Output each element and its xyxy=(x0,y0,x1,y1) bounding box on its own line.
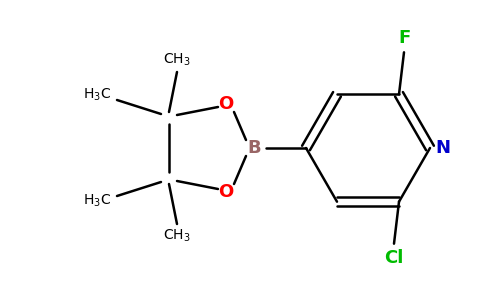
Text: B: B xyxy=(247,139,261,157)
Text: H$_3$C: H$_3$C xyxy=(83,193,111,209)
Text: N: N xyxy=(435,139,450,157)
Text: F: F xyxy=(398,29,410,47)
Text: H$_3$C: H$_3$C xyxy=(83,87,111,103)
Text: CH$_3$: CH$_3$ xyxy=(163,228,191,244)
Text: CH$_3$: CH$_3$ xyxy=(163,52,191,68)
Text: Cl: Cl xyxy=(384,249,404,267)
Text: O: O xyxy=(218,95,234,113)
Text: O: O xyxy=(218,183,234,201)
